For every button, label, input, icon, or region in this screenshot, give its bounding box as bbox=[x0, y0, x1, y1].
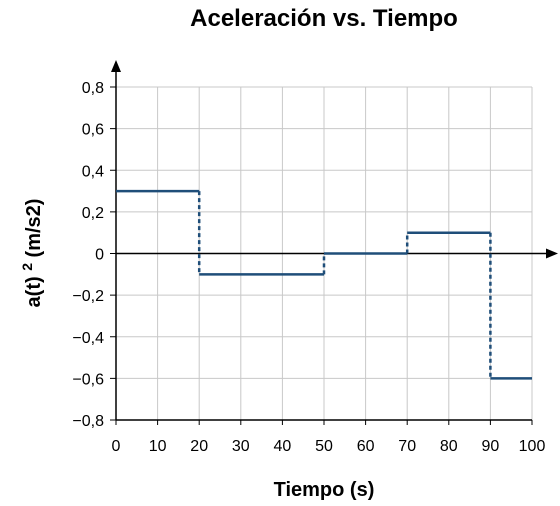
x-tick-label: 40 bbox=[274, 438, 292, 455]
y-axis-arrow bbox=[111, 60, 121, 72]
y-tick-label: −0,4 bbox=[72, 330, 104, 347]
grid bbox=[115, 86, 533, 421]
x-tick-label: 50 bbox=[315, 438, 333, 455]
tick-labels: 0 10 20 30 40 50 60 70 80 90 100 0,8 0,6 0,4 0,2 0 −0,2 −… bbox=[72, 80, 545, 455]
x-tick-label: 60 bbox=[357, 438, 375, 455]
y-tick-label: −0,2 bbox=[72, 288, 104, 305]
x-axis-arrow bbox=[546, 248, 558, 259]
x-tick-label: 20 bbox=[190, 438, 208, 455]
x-axis-title: Tiempo (s) bbox=[274, 479, 375, 501]
y-tick-label: −0,6 bbox=[72, 371, 104, 388]
chart-title: Aceleración vs. Tiempo bbox=[190, 5, 458, 32]
y-tick-label: 0,2 bbox=[82, 205, 104, 222]
x-tick-label: 30 bbox=[232, 438, 250, 455]
x-tick-label: 10 bbox=[149, 438, 167, 455]
y-axis-variable: a(t) bbox=[23, 276, 45, 307]
y-tick-label: 0 bbox=[95, 247, 104, 264]
x-tick-label: 100 bbox=[519, 438, 546, 455]
y-tick-label: −0,8 bbox=[72, 413, 104, 430]
y-axis-superscript: 2 bbox=[19, 263, 35, 271]
x-tick-label: 70 bbox=[398, 438, 416, 455]
y-tick-label: 0,6 bbox=[82, 122, 104, 139]
y-tick-label: 0,8 bbox=[82, 80, 104, 97]
y-axis-title: a(t) 2 (m/s2) bbox=[15, 199, 45, 308]
y-axis-unit: (m/s2) bbox=[23, 199, 45, 258]
x-tick-label: 0 bbox=[112, 438, 121, 455]
x-tick-label: 90 bbox=[482, 438, 500, 455]
y-tick-label: 0,4 bbox=[82, 163, 104, 180]
x-tick-label: 80 bbox=[440, 438, 458, 455]
data-series bbox=[116, 189, 532, 380]
